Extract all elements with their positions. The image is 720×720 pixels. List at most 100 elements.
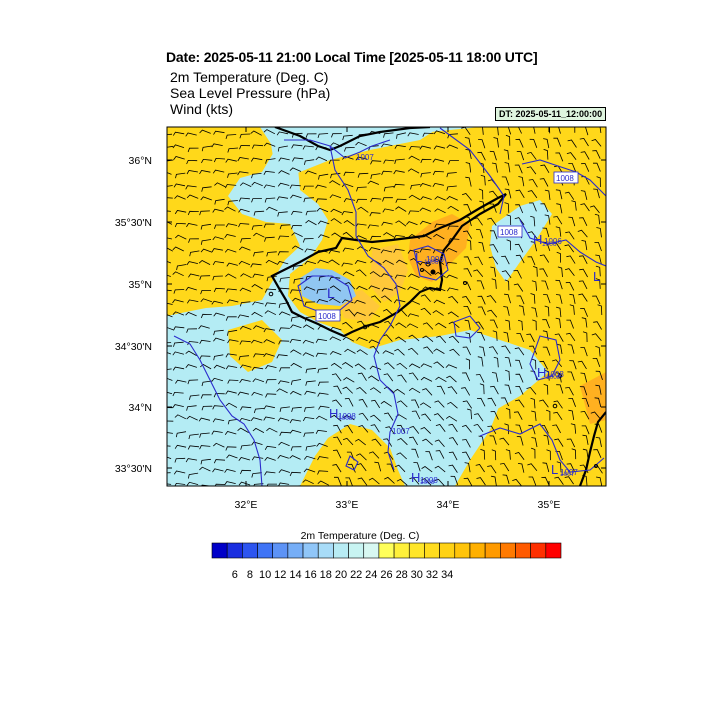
wind-barb [334, 476, 342, 486]
wind-barb [553, 411, 563, 421]
wind-barb [328, 249, 340, 254]
field-warm-west [167, 127, 300, 316]
wind-barb [393, 299, 406, 304]
wind-barb [332, 449, 342, 459]
wind-barb [317, 234, 330, 239]
wind-barb [420, 196, 432, 201]
colorbar-swatch [378, 542, 395, 559]
wind-barb [371, 438, 382, 447]
wind-barb [174, 457, 186, 463]
wind-barb [238, 260, 251, 266]
wind-barb [397, 438, 408, 446]
wind-barb [279, 277, 290, 283]
wind-barb [393, 183, 405, 189]
wind-barb [477, 151, 486, 161]
wind-barb [531, 307, 538, 318]
colorbar-swatch [348, 542, 365, 559]
wind-barb [569, 360, 577, 370]
wind-barb [479, 346, 486, 357]
wind-barb [345, 477, 353, 486]
wind-barb [292, 157, 304, 162]
wind-barb [369, 365, 382, 370]
wind-barb [479, 200, 485, 212]
wind-barb [240, 273, 252, 279]
wind-barb [553, 137, 562, 147]
wind-barb [253, 483, 264, 486]
wind-barb [186, 415, 198, 421]
wind-barb [224, 206, 236, 212]
wind-barb [303, 455, 316, 460]
wind-barb [514, 452, 525, 461]
wind-barb [329, 194, 342, 199]
wind-barb [542, 319, 550, 329]
wind-barb [568, 163, 577, 172]
wind-barb [383, 373, 394, 382]
wind-barb [225, 402, 238, 408]
wind-barb [445, 247, 458, 253]
wind-barb [253, 251, 264, 257]
lat-tick-label: 34°30'N [115, 341, 152, 353]
isobar-label: 1007 [356, 153, 374, 162]
wind-barb [516, 295, 525, 305]
wind-barb [565, 231, 575, 240]
wind-barb [504, 357, 512, 367]
wind-barb [239, 182, 252, 187]
wind-barb [382, 208, 394, 213]
wind-barb [251, 181, 263, 187]
wind-barb [266, 427, 278, 433]
wind-barb [333, 436, 343, 446]
wind-barb [329, 297, 341, 304]
wind-barb [556, 251, 561, 263]
wind-barb [419, 145, 431, 150]
lat-tick-label: 34°N [129, 402, 152, 414]
wind-barb [251, 144, 264, 149]
wind-barb [172, 271, 184, 277]
wind-barb [167, 391, 173, 395]
city-markers [268, 261, 598, 468]
wind-barb [357, 172, 369, 178]
wind-barb [527, 463, 538, 471]
wind-barb [167, 185, 173, 187]
wind-barb [409, 436, 418, 446]
wind-barb [239, 364, 252, 369]
wind-barb [422, 335, 434, 343]
wind-barb [344, 397, 354, 407]
wind-barb [318, 173, 329, 180]
wind-barb [251, 391, 263, 396]
wind-barb [167, 456, 172, 459]
wind-barb [409, 146, 421, 151]
wind-barb [423, 346, 434, 354]
wind-barb [240, 406, 252, 411]
wind-barb [381, 170, 393, 176]
wind-barb [167, 432, 173, 434]
wind-barb [396, 259, 408, 265]
wind-barb [172, 311, 185, 316]
wind-barb [543, 294, 551, 304]
wind-barb [343, 377, 355, 383]
wind-barb [186, 405, 197, 411]
wind-barb [517, 463, 525, 473]
wind-barb [526, 333, 535, 343]
wind-barb [434, 478, 445, 486]
wind-barb [211, 377, 224, 382]
field-hot-2 [370, 244, 408, 302]
wind-barb [342, 437, 354, 446]
wind-barb [251, 441, 263, 446]
wind-barb [463, 305, 472, 315]
wind-barb [264, 288, 277, 293]
wind-barb [172, 246, 184, 252]
wind-barb [466, 239, 472, 251]
wind-barb [289, 455, 301, 460]
wind-barb [227, 200, 238, 206]
wind-barb [331, 373, 342, 382]
wind-barb [393, 170, 405, 175]
wind-barb [489, 435, 497, 445]
wind-barb [478, 188, 484, 200]
colorbar-swatch [545, 542, 562, 559]
wind-barb [515, 138, 524, 148]
wind-barb [447, 311, 459, 318]
wind-barb [517, 319, 523, 331]
isobar-label: 1008 [546, 370, 564, 379]
wind-barb [518, 176, 525, 187]
wind-barb [474, 256, 483, 266]
